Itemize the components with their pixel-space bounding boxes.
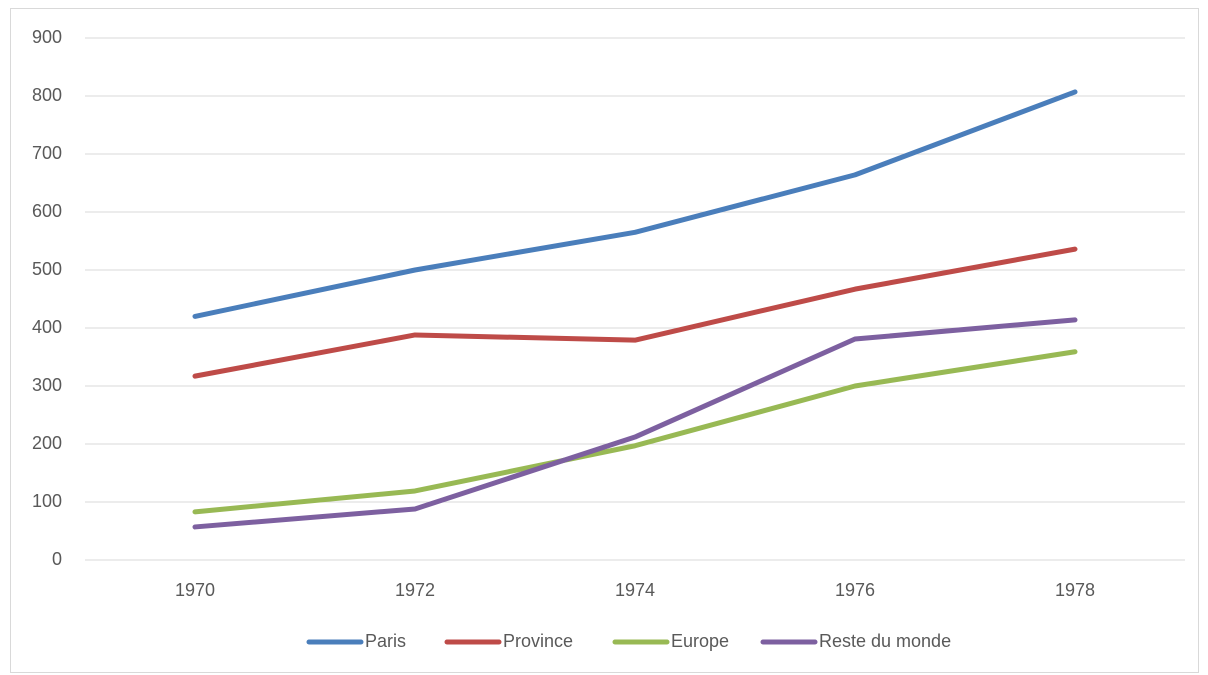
y-tick-label: 800 — [32, 85, 62, 105]
legend-label: Province — [503, 631, 573, 651]
x-tick-label: 1974 — [615, 580, 655, 600]
series-line — [192, 246, 1078, 379]
x-tick-label: 1976 — [835, 580, 875, 600]
y-tick-label: 200 — [32, 433, 62, 453]
x-tick-label: 1972 — [395, 580, 435, 600]
y-tick-label: 700 — [32, 143, 62, 163]
y-tick-label: 900 — [32, 27, 62, 47]
series-line — [192, 349, 1078, 515]
y-tick-label: 500 — [32, 259, 62, 279]
series-line — [192, 317, 1078, 530]
x-tick-label: 1978 — [1055, 580, 1095, 600]
x-tick-label: 1970 — [175, 580, 215, 600]
legend-label: Paris — [365, 631, 406, 651]
legend-label: Europe — [671, 631, 729, 651]
y-tick-label: 600 — [32, 201, 62, 221]
y-tick-label: 100 — [32, 491, 62, 511]
y-tick-label: 300 — [32, 375, 62, 395]
y-tick-label: 0 — [52, 549, 62, 569]
legend-label: Reste du monde — [819, 631, 951, 651]
series-line — [192, 89, 1078, 319]
y-tick-label: 400 — [32, 317, 62, 337]
